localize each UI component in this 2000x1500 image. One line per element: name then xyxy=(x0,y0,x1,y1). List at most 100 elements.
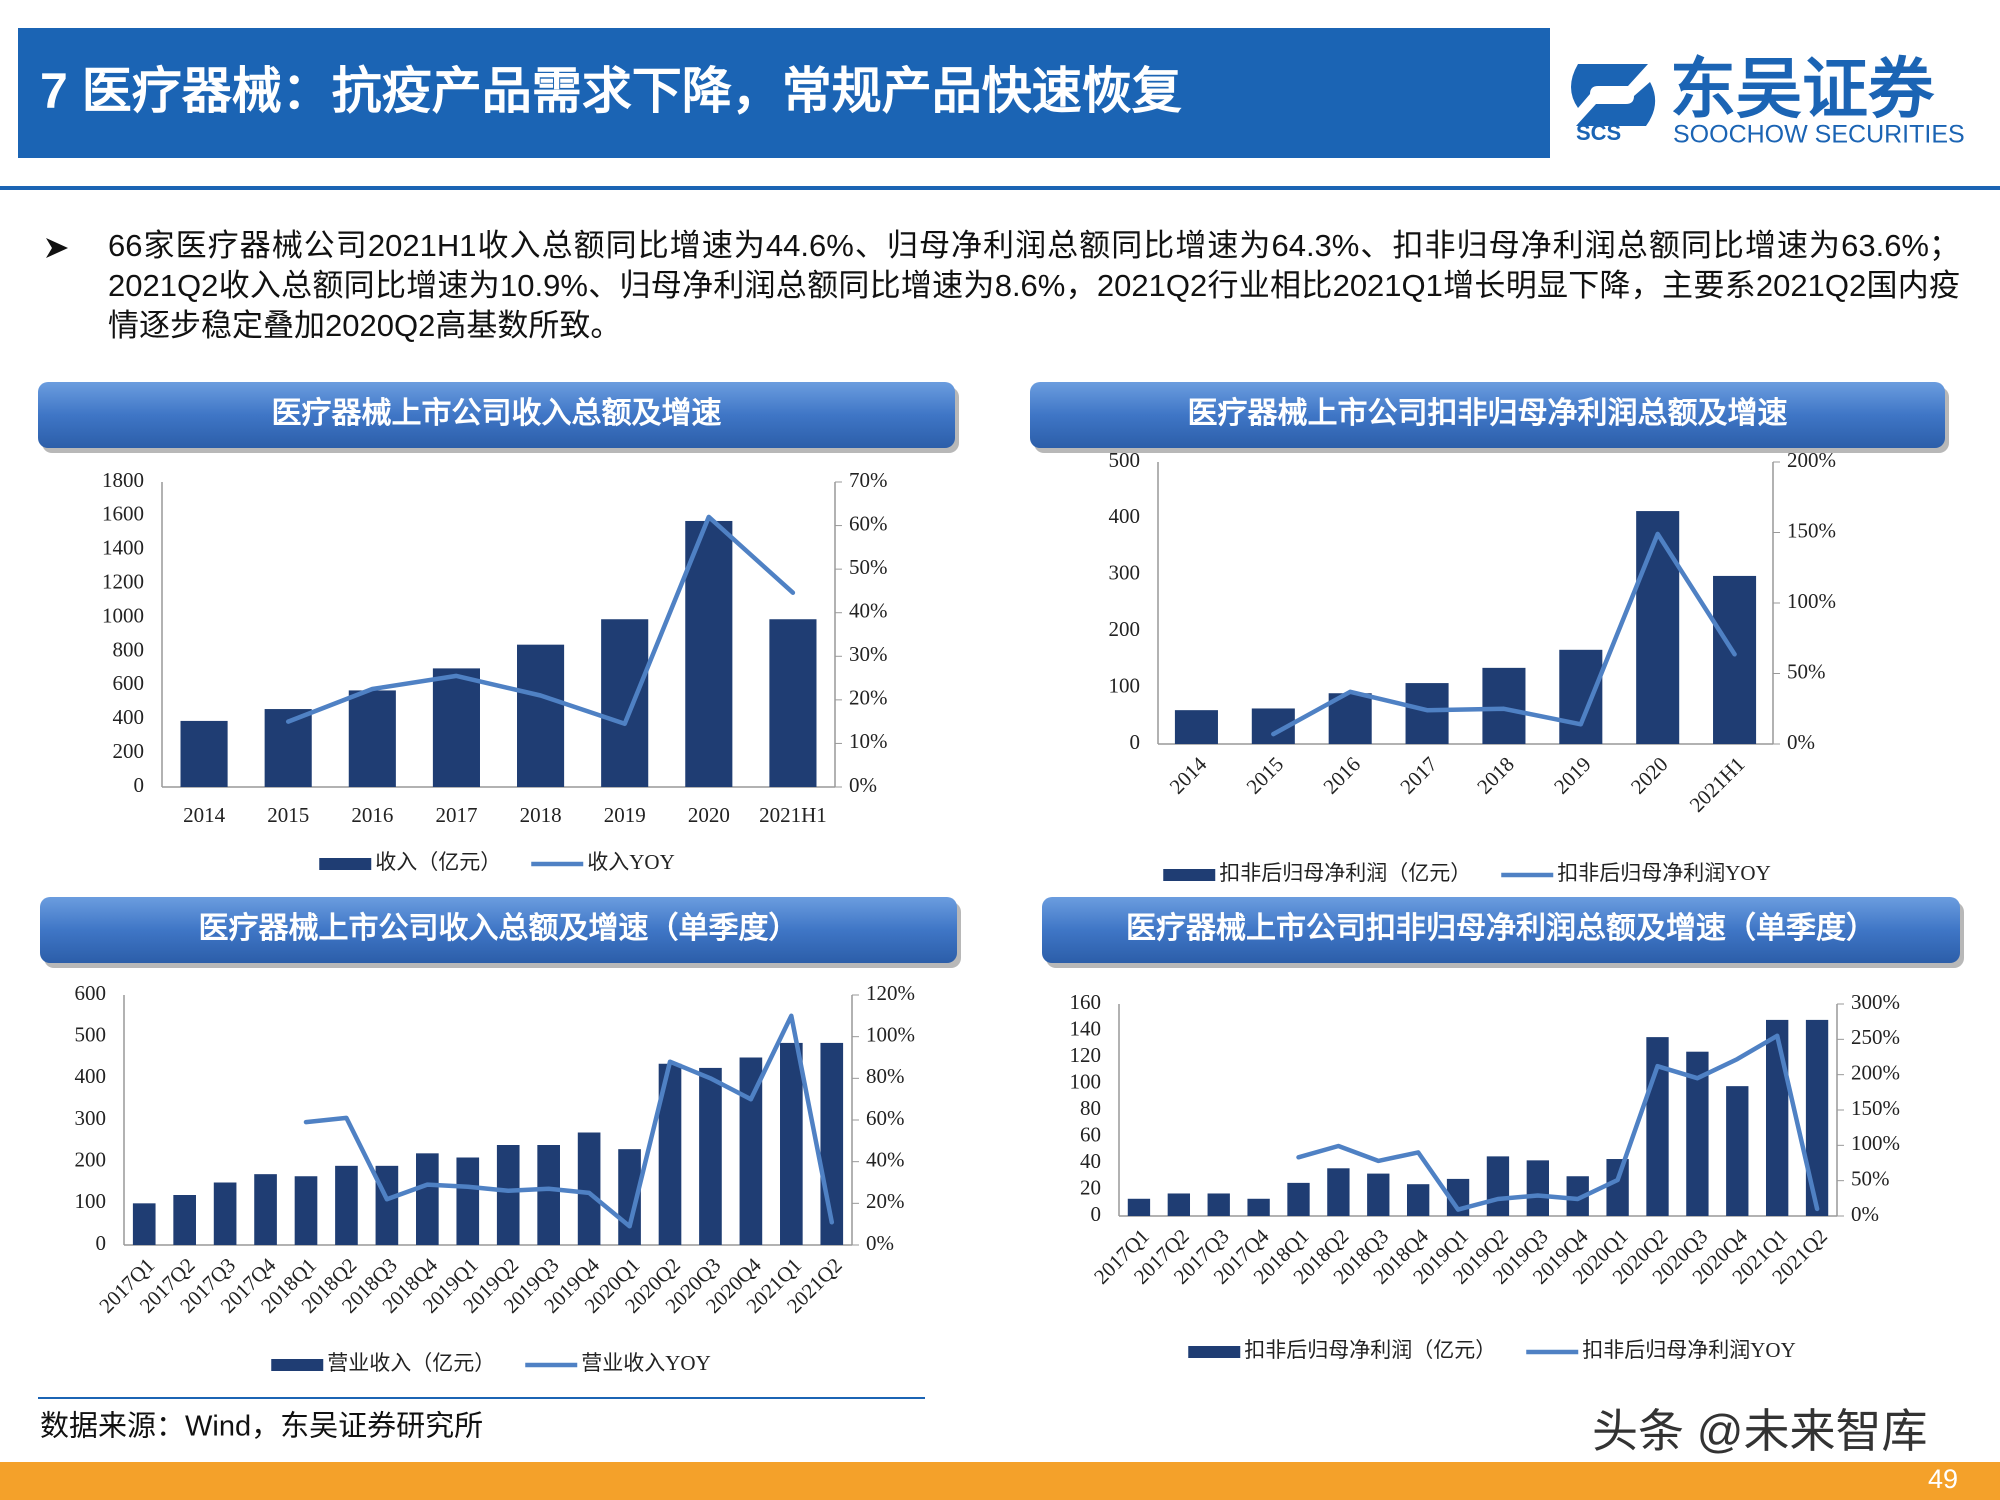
x-tick-label: 2017 xyxy=(1395,752,1442,799)
legend-label: 收入（亿元） xyxy=(375,850,501,874)
legend-label: 营业收入（亿元） xyxy=(327,1351,495,1375)
bar xyxy=(348,690,396,787)
y2-tick-label: 300% xyxy=(1851,990,1900,1014)
bar xyxy=(685,520,733,787)
x-tick-label: 2014 xyxy=(1165,752,1212,799)
bar xyxy=(173,1195,196,1245)
watermark: 头条 @未来智库 xyxy=(1592,1405,1927,1457)
bar xyxy=(601,619,649,787)
y-tick-label: 80 xyxy=(1080,1096,1101,1120)
banner xyxy=(1042,897,1960,963)
y2-tick-label: 100% xyxy=(1787,589,1836,613)
legend-swatch xyxy=(1188,1346,1241,1358)
legend: 营业收入（亿元） 营业收入YOY xyxy=(271,1351,711,1375)
y-tick-label: 100 xyxy=(1070,1069,1102,1093)
chart-title: 医疗器械上市公司收入总额及增速（单季度） xyxy=(199,911,799,945)
bar xyxy=(375,1165,399,1245)
chart-title: 医疗器械上市公司收入总额及增速 xyxy=(272,396,722,430)
bar xyxy=(1405,683,1449,744)
banner xyxy=(40,897,957,963)
legend-label: 扣非后归母净利润（亿元） xyxy=(1244,1338,1496,1362)
y-tick-label: 0 xyxy=(96,1231,107,1255)
y2-tick-label: 10% xyxy=(849,729,888,753)
bar xyxy=(1327,1168,1350,1216)
legend-label: 收入YOY xyxy=(587,850,675,874)
y2-tick-label: 100% xyxy=(866,1022,915,1046)
y2-tick-label: 80% xyxy=(866,1064,905,1088)
source: 数据来源：Wind，东吴证券研究所 xyxy=(40,1410,483,1443)
y-tick-label: 0 xyxy=(134,773,145,797)
y-tick-label: 300 xyxy=(75,1106,107,1130)
x-tick-label: 2021H1 xyxy=(759,803,827,827)
y-tick-label: 200 xyxy=(75,1147,107,1171)
x-tick-label: 2014 xyxy=(183,803,226,827)
bar xyxy=(294,1176,318,1245)
y-tick-label: 160 xyxy=(1070,990,1102,1014)
title-bar xyxy=(18,28,1550,158)
y2-tick-label: 0% xyxy=(1787,730,1815,754)
logo: 东吴证券 SCS SOOCHOW SECURITIES xyxy=(1571,51,1965,149)
y-tick-label: 400 xyxy=(113,705,145,729)
bar xyxy=(180,720,228,787)
logo-cn: 东吴证券 xyxy=(1670,51,1935,125)
y2-tick-label: 30% xyxy=(849,642,888,666)
bar xyxy=(456,1157,480,1245)
y-tick-label: 300 xyxy=(1109,561,1141,585)
y-tick-label: 1000 xyxy=(102,603,144,627)
y-tick-label: 500 xyxy=(75,1022,107,1046)
banner xyxy=(38,382,955,448)
y2-tick-label: 20% xyxy=(849,686,888,710)
y-tick-label: 800 xyxy=(113,637,145,661)
y2-tick-label: 70% xyxy=(849,468,888,492)
bar xyxy=(780,1042,803,1245)
bar xyxy=(416,1153,439,1245)
bar xyxy=(1686,1051,1709,1216)
bar xyxy=(1636,511,1680,744)
bar xyxy=(537,1145,560,1245)
y-tick-label: 60 xyxy=(1080,1122,1101,1146)
bar xyxy=(699,1067,722,1245)
bar xyxy=(1713,575,1757,744)
legend-label: 营业收入YOY xyxy=(581,1351,711,1375)
legend-swatch xyxy=(1163,869,1216,881)
x-tick-label: 2015 xyxy=(267,803,309,827)
legend-swatch xyxy=(319,858,372,870)
legend-swatch xyxy=(271,1359,324,1371)
y2-tick-label: 40% xyxy=(866,1147,905,1171)
legend-label: 扣非后归母净利润YOY xyxy=(1582,1338,1796,1362)
bar xyxy=(132,1203,156,1245)
bar xyxy=(1726,1086,1749,1216)
bar xyxy=(1207,1193,1230,1216)
y2-tick-label: 0% xyxy=(849,773,877,797)
x-tick-label: 2020 xyxy=(1626,752,1673,799)
x-tick-label: 2018 xyxy=(1472,752,1519,799)
bar xyxy=(658,1063,682,1245)
footer-bar xyxy=(0,1462,2000,1500)
legend: 扣非后归母净利润（亿元） 扣非后归母净利润YOY xyxy=(1188,1338,1796,1362)
y2-tick-label: 50% xyxy=(1787,659,1826,683)
y-tick-label: 1800 xyxy=(102,468,144,492)
logo-icon xyxy=(1571,64,1656,126)
x-tick-label: 2016 xyxy=(351,803,393,827)
legend: 收入（亿元） 收入YOY xyxy=(319,850,675,874)
y2-tick-label: 40% xyxy=(849,599,888,623)
y-tick-label: 600 xyxy=(113,671,145,695)
logo-abbr: SCS xyxy=(1576,120,1621,145)
y2-tick-label: 150% xyxy=(1851,1096,1900,1120)
banner xyxy=(1030,382,1945,448)
y-tick-label: 100 xyxy=(75,1189,107,1213)
x-tick-label: 2018 xyxy=(520,803,562,827)
bar xyxy=(1486,1156,1510,1216)
y-tick-label: 1400 xyxy=(102,536,144,560)
bar xyxy=(1247,1198,1270,1216)
y2-tick-label: 200% xyxy=(1851,1060,1900,1084)
bar xyxy=(769,619,817,787)
y-tick-label: 0 xyxy=(1091,1202,1102,1226)
bullet-arrow xyxy=(46,238,68,258)
bar xyxy=(1406,1184,1430,1216)
bar xyxy=(1127,1198,1151,1216)
y2-tick-label: 50% xyxy=(849,555,888,579)
x-tick-label: 2020 xyxy=(688,803,730,827)
